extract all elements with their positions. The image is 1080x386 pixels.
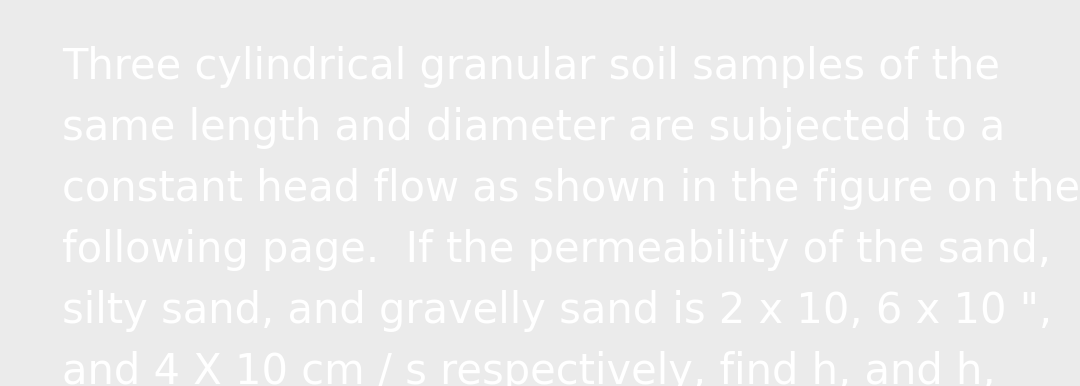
- Text: same length and diameter are subjected to a: same length and diameter are subjected t…: [62, 107, 1005, 149]
- Text: constant head flow as shown in the figure on the: constant head flow as shown in the figur…: [62, 168, 1080, 210]
- Text: following page.  If the permeability of the sand,: following page. If the permeability of t…: [62, 229, 1051, 271]
- Text: and 4 X 10 cm / s respectively, find h, and h,: and 4 X 10 cm / s respectively, find h, …: [62, 351, 996, 386]
- Text: Three cylindrical granular soil samples of the: Three cylindrical granular soil samples …: [62, 46, 1000, 88]
- Text: silty sand, and gravelly sand is 2 x 10, 6 x 10 ",: silty sand, and gravelly sand is 2 x 10,…: [62, 290, 1052, 332]
